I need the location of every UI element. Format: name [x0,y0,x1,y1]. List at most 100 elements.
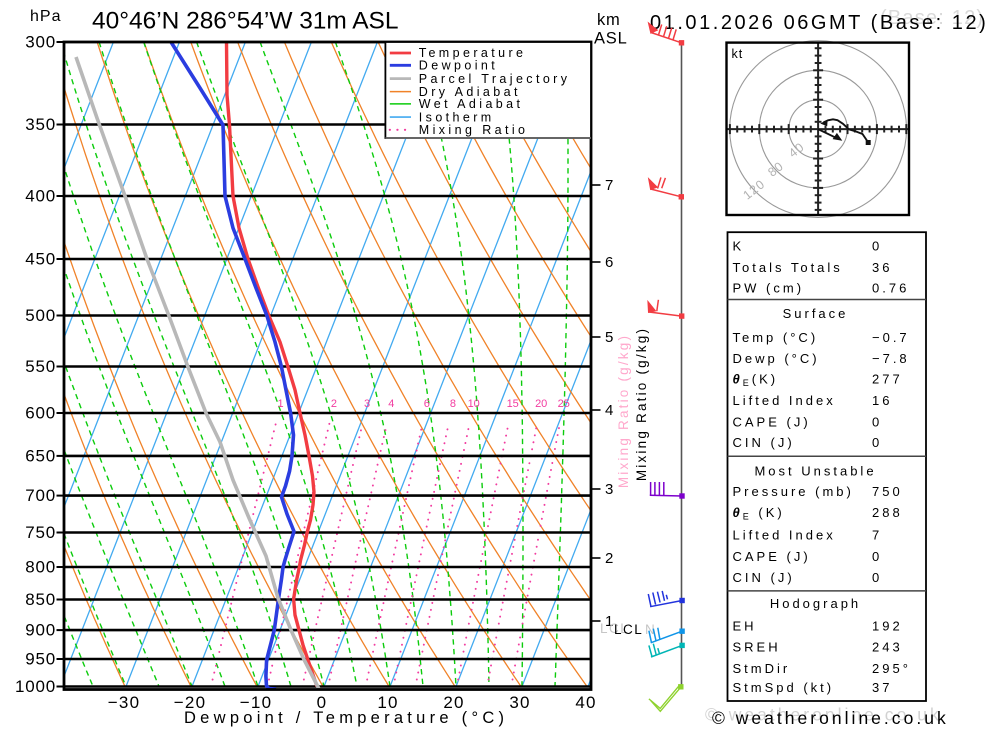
svg-text:km: km [597,11,621,29]
svg-text:0: 0 [872,549,882,564]
svg-text:950: 950 [25,650,56,669]
svg-text:Isotherm: Isotherm [419,110,495,124]
svg-text:© weatheronline.co.uk: © weatheronline.co.uk [705,705,940,725]
svg-text:Lifted Index: Lifted Index [733,528,836,543]
svg-text:900: 900 [25,621,56,640]
svg-text:750: 750 [25,523,56,542]
svg-text:243: 243 [872,640,903,655]
svg-text:StmDir: StmDir [733,661,791,676]
svg-text:−20: −20 [174,693,206,712]
svg-text:37: 37 [872,680,892,695]
svg-text:EH: EH [733,618,757,633]
svg-text:350: 350 [25,115,56,134]
svg-text:36: 36 [872,260,892,275]
svg-text:SREH: SREH [733,640,781,655]
svg-text:10: 10 [468,398,480,410]
svg-text:Mixing Ratio (g/kg): Mixing Ratio (g/kg) [616,334,631,488]
svg-text:3: 3 [605,481,613,498]
svg-text:1: 1 [277,398,283,410]
svg-text:5: 5 [605,329,613,346]
svg-text:2: 2 [331,398,337,410]
svg-text:Dry Adiabat: Dry Adiabat [419,85,521,99]
svg-text:θE(K): θE(K) [733,372,779,389]
svg-text:6: 6 [605,254,613,271]
svg-text:θE (K): θE (K) [733,505,785,522]
svg-text:750: 750 [872,484,903,499]
svg-text:LCL: LCL [614,622,643,637]
svg-text:−10: −10 [240,693,272,712]
svg-text:Pressure (mb): Pressure (mb) [733,484,854,499]
svg-text:Temperature: Temperature [419,46,527,60]
svg-text:Dewpoint / Temperature (°C): Dewpoint / Temperature (°C) [184,709,504,727]
svg-text:300: 300 [25,33,56,52]
svg-text:8: 8 [450,398,456,410]
svg-text:1: 1 [605,613,613,630]
svg-text:7: 7 [605,177,613,194]
svg-text:25: 25 [558,398,570,410]
svg-text:(Base: 12): (Base: 12) [880,7,984,29]
svg-text:800: 800 [25,558,56,577]
svg-text:700: 700 [25,486,56,505]
svg-text:0: 0 [872,238,882,253]
svg-text:N: N [645,622,656,637]
svg-text:295°: 295° [872,661,911,676]
svg-text:Mixing Ratio: Mixing Ratio [419,123,529,137]
svg-text:6: 6 [424,398,430,410]
svg-text:Dewpoint: Dewpoint [419,59,498,73]
svg-text:0: 0 [872,570,882,585]
svg-text:Dewp (°C): Dewp (°C) [733,351,820,366]
svg-text:Hodograph: Hodograph [770,596,861,611]
svg-text:CIN (J): CIN (J) [733,570,795,585]
svg-text:−30: −30 [108,693,140,712]
svg-text:0: 0 [872,415,882,430]
svg-text:40: 40 [575,693,596,712]
svg-text:277: 277 [872,372,903,387]
svg-text:4: 4 [388,398,394,410]
svg-text:K: K [733,238,745,253]
svg-text:500: 500 [25,306,56,325]
svg-text:4: 4 [605,402,613,419]
svg-text:30: 30 [509,693,530,712]
svg-text:15: 15 [507,398,519,410]
svg-text:2: 2 [605,550,613,567]
svg-text:Lifted Index: Lifted Index [733,393,836,408]
svg-text:40°46’N 286°54’W 31m ASL: 40°46’N 286°54’W 31m ASL [92,8,399,35]
svg-text:400: 400 [25,187,56,206]
svg-text:0.76: 0.76 [872,280,909,295]
svg-text:CAPE (J): CAPE (J) [733,415,811,430]
svg-text:Most Unstable: Most Unstable [754,463,876,478]
svg-text:20: 20 [535,398,547,410]
svg-text:550: 550 [25,357,56,376]
svg-text:PW (cm): PW (cm) [733,280,805,295]
svg-text:01.01.2026 06GMT (Base: 12): 01.01.2026 06GMT (Base: 12) [650,12,987,34]
svg-text:450: 450 [25,250,56,269]
svg-text:CIN (J): CIN (J) [733,435,795,450]
svg-text:Mixing Ratio (g/kg): Mixing Ratio (g/kg) [634,327,649,481]
svg-text:CAPE (J): CAPE (J) [733,549,811,564]
svg-text:LCL: LCL [600,621,629,636]
svg-text:−7.8: −7.8 [872,351,910,366]
svg-text:20: 20 [443,693,464,712]
svg-text:© weatheronline.co.uk: © weatheronline.co.uk [712,708,947,728]
svg-text:650: 650 [25,446,56,465]
svg-text:Totals Totals: Totals Totals [733,260,843,275]
svg-text:10: 10 [377,693,398,712]
svg-text:kt: kt [732,47,744,61]
svg-text:192: 192 [872,618,903,633]
svg-text:600: 600 [25,404,56,423]
svg-text:ASL: ASL [594,30,628,48]
svg-text:StmSpd (kt): StmSpd (kt) [733,680,835,695]
svg-text:3: 3 [364,398,370,410]
svg-text:−0.7: −0.7 [872,330,910,345]
svg-text:0: 0 [872,435,882,450]
svg-text:Temp (°C): Temp (°C) [733,330,819,345]
svg-text:288: 288 [872,505,903,520]
svg-text:16: 16 [872,393,892,408]
svg-text:Parcel Trajectory: Parcel Trajectory [419,72,571,86]
svg-text:850: 850 [25,590,56,609]
svg-text:hPa: hPa [30,8,61,25]
svg-text:Wet Adiabat: Wet Adiabat [419,97,524,111]
svg-text:1000: 1000 [15,677,56,696]
svg-text:0: 0 [317,693,328,712]
svg-text:Surface: Surface [783,306,849,321]
